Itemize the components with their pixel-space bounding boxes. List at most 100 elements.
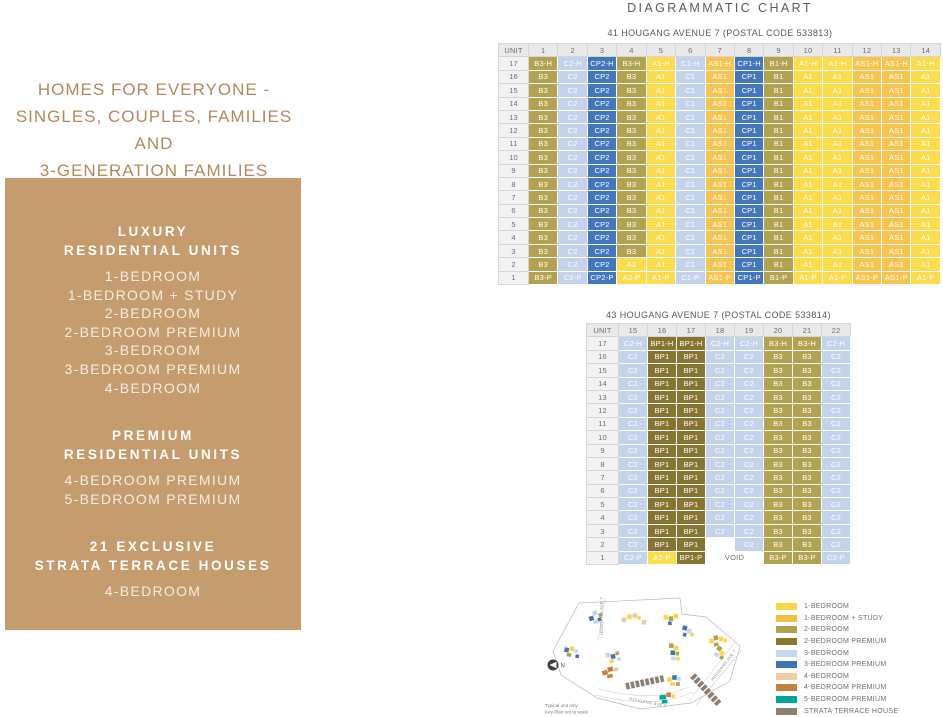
unit-cell-cp1: CP1 bbox=[733, 136, 765, 152]
unit-cell-as1: AS1 bbox=[881, 83, 912, 98]
column-header: 14 bbox=[910, 42, 941, 58]
unit-cell-a1: A1 bbox=[822, 123, 853, 138]
unit-cell-c1: C1 bbox=[675, 230, 706, 245]
unit-cell-a1: A1 bbox=[792, 96, 824, 111]
unit-cell-c2: C2 bbox=[557, 190, 588, 205]
unit-cell-c2: C2 bbox=[734, 430, 764, 445]
floor-label: 6 bbox=[586, 483, 619, 499]
unit-cell-b3-h: B3-H bbox=[527, 56, 559, 71]
unit-cell-a1: A1 bbox=[792, 257, 824, 272]
unit-cell-c2: C2 bbox=[734, 376, 764, 391]
floor-label: 1 bbox=[498, 270, 529, 286]
unit-cell-c2: C2 bbox=[734, 403, 764, 418]
column-header: UNIT bbox=[498, 42, 529, 58]
unit-cell-c2: C2 bbox=[734, 470, 764, 485]
unit-cell-c2: C2 bbox=[557, 163, 588, 178]
unit-cell-b3: B3 bbox=[792, 443, 822, 458]
unit-cell-c1-p: C1-P bbox=[675, 270, 706, 286]
unit-cell-b3: B3 bbox=[792, 363, 822, 378]
floor-label: 5 bbox=[498, 217, 529, 232]
unit-cell-b3-p: B3-P bbox=[763, 550, 793, 566]
unit-cell-c2: C2 bbox=[705, 403, 735, 418]
unit-cell-bp1: BP1 bbox=[647, 510, 677, 525]
floor-label: 13 bbox=[586, 389, 619, 405]
unit-cell-cp2: CP2 bbox=[586, 217, 618, 232]
unit-cell-c1: C1 bbox=[675, 96, 706, 111]
floor-label: 11 bbox=[498, 136, 529, 152]
unit-cell-b3: B3 bbox=[763, 363, 793, 378]
unit-cell-b3: B3 bbox=[763, 349, 793, 365]
unit-cell-b3: B3 bbox=[763, 416, 793, 432]
unit-cell-bp1: BP1 bbox=[676, 497, 706, 512]
unit-cell-bp1: BP1 bbox=[676, 376, 706, 391]
building-cluster bbox=[666, 674, 682, 687]
unit-type-item: 4-BEDROOM bbox=[104, 583, 202, 600]
unit-cell-a1: A1 bbox=[822, 150, 853, 165]
unit-cell-as1: AS1 bbox=[851, 230, 883, 245]
legend-item: STRATA TERRACE HOUSE bbox=[776, 705, 941, 717]
unit-cell-a1: A1 bbox=[822, 109, 853, 125]
unit-cell-b3: B3 bbox=[763, 510, 793, 525]
unit-cell-a1: A1 bbox=[645, 69, 677, 85]
unit-cell-bp1: BP1 bbox=[676, 416, 706, 432]
column-header: UNIT bbox=[586, 322, 619, 338]
unit-cell-c2: C2 bbox=[734, 523, 764, 539]
floor-label: 10 bbox=[586, 430, 619, 445]
column-header: 15 bbox=[618, 322, 648, 338]
unit-cell-c2: C2 bbox=[821, 363, 851, 378]
unit-cell-cp2: CP2 bbox=[586, 176, 618, 192]
floor-label: 2 bbox=[498, 257, 529, 272]
unit-cell-cp1-h: CP1-H bbox=[733, 56, 765, 71]
unit-cell-a1: A1 bbox=[910, 230, 941, 245]
unit-cell-c2: C2 bbox=[821, 497, 851, 512]
unit-cell-c2: C2 bbox=[821, 376, 851, 391]
unit-cell-c2: C2 bbox=[821, 456, 851, 472]
unit-cell-b3: B3 bbox=[527, 123, 559, 138]
unit-cell-cp1: CP1 bbox=[733, 190, 765, 205]
unit-cell-a1: A1 bbox=[645, 109, 677, 125]
unit-cell-c2: C2 bbox=[734, 483, 764, 499]
unit-cell-c2-h: C2-H bbox=[557, 56, 588, 71]
unit-cell-bp1: BP1 bbox=[676, 363, 706, 378]
column-header: 1 bbox=[527, 42, 559, 58]
unit-cell-a1: A1 bbox=[792, 136, 824, 152]
unit-cell-c2: C2 bbox=[557, 203, 588, 219]
floor-label: 11 bbox=[586, 416, 619, 432]
unit-cell-bp1: BP1 bbox=[647, 523, 677, 539]
luxury-box: LUXURY RESIDENTIAL UNITS 1-BEDROOM 1-BEDROO… bbox=[5, 178, 301, 630]
unit-cell-cp1: CP1 bbox=[733, 230, 765, 245]
unit-cell-a1-p: A1-P bbox=[645, 270, 677, 286]
unit-cell-b3: B3 bbox=[527, 190, 559, 205]
building-cluster bbox=[681, 624, 695, 638]
floor-label: 16 bbox=[498, 69, 529, 85]
column-header: 19 bbox=[734, 322, 764, 338]
unit-cell-b3: B3 bbox=[616, 109, 647, 125]
unit-cell-b3: B3 bbox=[763, 523, 793, 539]
column-header: 16 bbox=[647, 322, 677, 338]
legend-item: 3-BEDROOM PREMIUM bbox=[776, 659, 941, 671]
unit-cell-b3: B3 bbox=[616, 190, 647, 205]
unit-cell-b3: B3 bbox=[527, 109, 559, 125]
unit-cell-b1: B1 bbox=[763, 136, 794, 152]
unit-cell-as1: AS1 bbox=[704, 123, 735, 138]
unit-cell-bp1: BP1 bbox=[647, 376, 677, 391]
unit-cell-cp1: CP1 bbox=[733, 123, 765, 138]
floor-label: 7 bbox=[586, 470, 619, 485]
unit-cell-b3: B3 bbox=[527, 217, 559, 232]
unit-cell-as1: AS1 bbox=[881, 163, 912, 178]
unit-cell-c2: C2 bbox=[734, 456, 764, 472]
unit-cell-as1: AS1 bbox=[851, 150, 883, 165]
unit-type-section: LUXURY RESIDENTIAL UNITS 1-BEDROOM 1-BEDROO… bbox=[5, 222, 301, 397]
unit-cell-c2: C2 bbox=[618, 456, 648, 472]
unit-cell-b3: B3 bbox=[792, 430, 822, 445]
unit-cell-bp1: BP1 bbox=[676, 403, 706, 418]
unit-cell-b3: B3 bbox=[763, 443, 793, 458]
unit-cell-bp1: BP1 bbox=[676, 430, 706, 445]
unit-cell-a1: A1 bbox=[645, 243, 677, 259]
unit-cell-c2-h: C2-H bbox=[821, 336, 851, 351]
unit-cell-a1: A1 bbox=[645, 230, 677, 245]
unit-cell-bp1: BP1 bbox=[647, 416, 677, 432]
unit-cell-a2: A2 bbox=[616, 257, 647, 272]
unit-cell-a1: A1 bbox=[822, 203, 853, 219]
unit-cell-c2: C2 bbox=[821, 430, 851, 445]
